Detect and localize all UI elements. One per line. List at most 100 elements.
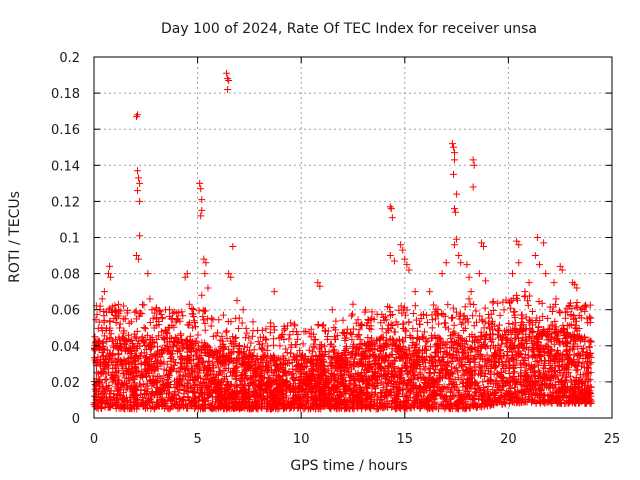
data-point <box>505 320 513 328</box>
data-point <box>256 333 264 341</box>
data-point <box>187 360 195 368</box>
data-point <box>285 335 293 343</box>
data-point <box>190 305 198 313</box>
data-point <box>489 298 497 306</box>
data-point <box>196 345 204 353</box>
data-point <box>179 312 187 320</box>
data-point <box>375 399 383 407</box>
data-point <box>548 308 556 316</box>
data-point <box>245 334 253 342</box>
data-point <box>153 336 161 344</box>
data-point <box>461 303 469 311</box>
data-point <box>348 336 356 344</box>
data-point <box>178 308 186 316</box>
data-point <box>116 324 124 332</box>
data-point <box>525 333 533 341</box>
data-point <box>523 378 531 386</box>
data-point <box>338 376 346 384</box>
data-point <box>544 314 552 322</box>
data-point <box>271 353 279 361</box>
data-point <box>506 382 514 390</box>
data-point <box>421 366 429 374</box>
data-point <box>496 311 504 319</box>
data-point <box>467 384 475 392</box>
data-point <box>235 325 243 333</box>
data-point <box>286 331 294 339</box>
data-point <box>507 304 515 312</box>
data-point <box>332 364 340 372</box>
data-point <box>316 341 324 349</box>
data-point <box>470 322 478 330</box>
data-point <box>136 373 144 381</box>
data-point <box>208 314 216 322</box>
data-point <box>481 372 489 380</box>
data-point <box>247 339 255 347</box>
data-point <box>291 322 299 330</box>
data-point <box>112 319 120 327</box>
data-point <box>112 368 120 376</box>
data-point <box>218 332 226 340</box>
data-point <box>154 365 162 373</box>
data-point <box>138 301 146 309</box>
data-point <box>132 307 140 315</box>
data-point <box>368 334 376 342</box>
data-point <box>502 296 510 304</box>
data-point <box>377 378 385 386</box>
data-point <box>151 404 159 412</box>
data-point <box>140 324 148 332</box>
data-point <box>107 330 115 338</box>
data-point <box>352 319 360 327</box>
data-point <box>293 341 301 349</box>
data-point <box>483 351 491 359</box>
data-point <box>472 307 480 315</box>
data-point <box>582 301 590 309</box>
data-point <box>134 340 142 348</box>
data-point <box>559 372 567 380</box>
data-point <box>119 370 127 378</box>
data-point <box>127 318 135 326</box>
data-point <box>409 325 417 333</box>
data-point <box>513 291 521 299</box>
data-point <box>422 345 430 353</box>
data-point <box>327 361 335 369</box>
data-point <box>399 397 407 405</box>
data-point <box>137 386 145 394</box>
data-point <box>164 371 172 379</box>
data-point <box>155 332 163 340</box>
data-point <box>110 315 118 323</box>
data-point <box>572 302 580 310</box>
data-point <box>444 301 452 309</box>
data-point <box>457 320 465 328</box>
data-point <box>409 309 417 317</box>
data-point <box>463 315 471 323</box>
data-point <box>394 320 402 328</box>
data-point <box>146 319 154 327</box>
data-point <box>587 383 595 391</box>
data-point <box>522 313 530 321</box>
data-point <box>270 341 278 349</box>
data-point <box>420 363 428 371</box>
data-point <box>346 371 354 379</box>
data-points <box>90 69 595 413</box>
data-point <box>354 316 362 324</box>
data-point <box>335 350 343 358</box>
grid-lines <box>94 57 612 418</box>
data-point <box>190 317 198 325</box>
data-point <box>98 324 106 332</box>
data-point <box>481 304 489 312</box>
data-point <box>424 337 432 345</box>
data-point <box>300 328 308 336</box>
data-point <box>321 342 329 350</box>
data-point <box>420 328 428 336</box>
data-point <box>368 308 376 316</box>
data-point <box>238 319 246 327</box>
data-point <box>231 334 239 342</box>
chart-title: Day 100 of 2024, Rate Of TEC Index for r… <box>161 21 537 37</box>
data-point <box>289 370 297 378</box>
data-point <box>318 322 326 330</box>
data-point <box>223 334 231 342</box>
data-point <box>331 326 339 334</box>
data-point <box>201 319 209 327</box>
data-point <box>114 345 122 353</box>
